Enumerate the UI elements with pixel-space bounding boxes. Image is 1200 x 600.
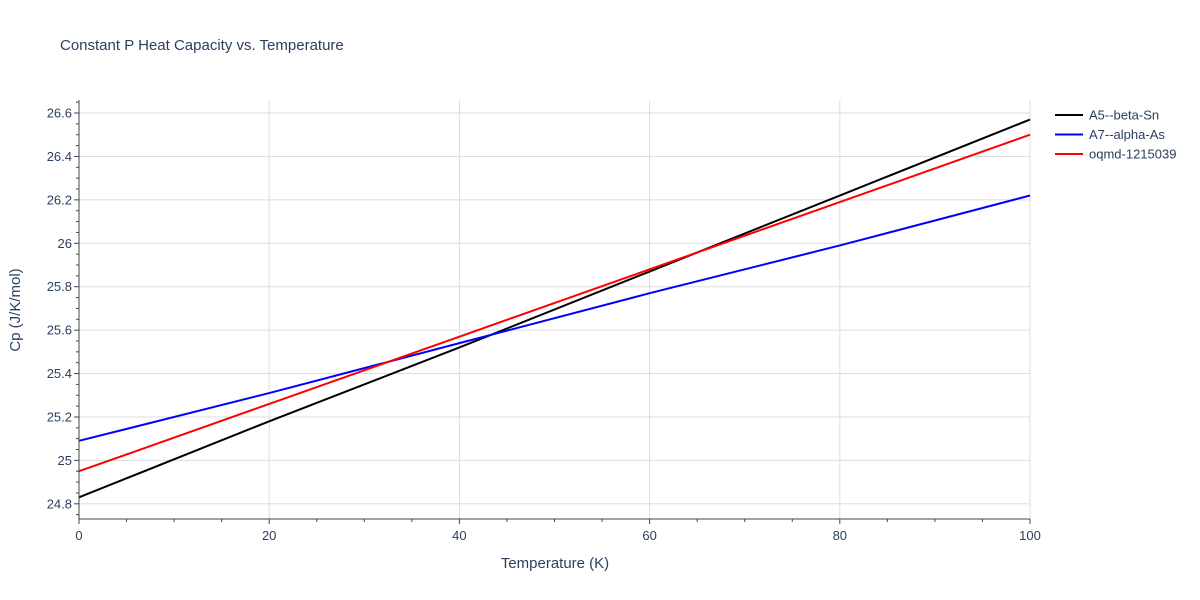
x-tick-label: 20 xyxy=(262,528,276,543)
y-tick-label: 26 xyxy=(58,236,72,251)
y-tick-label: 24.8 xyxy=(47,496,72,511)
axes-layer: 0 20 40 60 80 100 24.8 25 25.2 25.4 25.6 25.8 26 26.2… xyxy=(47,100,1041,543)
x-tick-label: 40 xyxy=(452,528,466,543)
y-tick-label: 26.2 xyxy=(47,192,72,207)
grid-layer xyxy=(79,100,1031,519)
y-axis-title: Cp (J/K/mol) xyxy=(7,268,24,351)
chart-title: Constant P Heat Capacity vs. Temperature xyxy=(60,37,344,54)
series-line-1[interactable] xyxy=(78,118,1031,499)
x-tick-label: 80 xyxy=(833,528,847,543)
legend-label[interactable]: A5--beta-Sn xyxy=(1089,108,1159,123)
series-layer xyxy=(78,118,1031,499)
y-tick-label: 25.8 xyxy=(47,279,72,294)
series-line-2[interactable] xyxy=(78,194,1031,442)
legend-label[interactable]: oqmd-1215039 xyxy=(1089,147,1176,162)
y-tick-label: 25 xyxy=(58,453,72,468)
y-tick-label: 25.4 xyxy=(47,366,72,381)
y-tick-label: 26.4 xyxy=(47,149,72,164)
y-tick-label: 25.6 xyxy=(47,323,72,338)
y-tick-label: 25.2 xyxy=(47,409,72,424)
x-tick-label: 100 xyxy=(1019,528,1041,543)
legend-label[interactable]: A7--alpha-As xyxy=(1089,127,1165,142)
x-axis-title: Temperature (K) xyxy=(501,555,609,572)
x-tick-label: 60 xyxy=(642,528,656,543)
legend[interactable]: A5--beta-Sn A7--alpha-As oqmd-1215039 xyxy=(1055,108,1176,162)
x-tick-label: 0 xyxy=(75,528,82,543)
series-line-3[interactable] xyxy=(78,133,1031,473)
y-tick-label: 26.6 xyxy=(47,106,72,121)
